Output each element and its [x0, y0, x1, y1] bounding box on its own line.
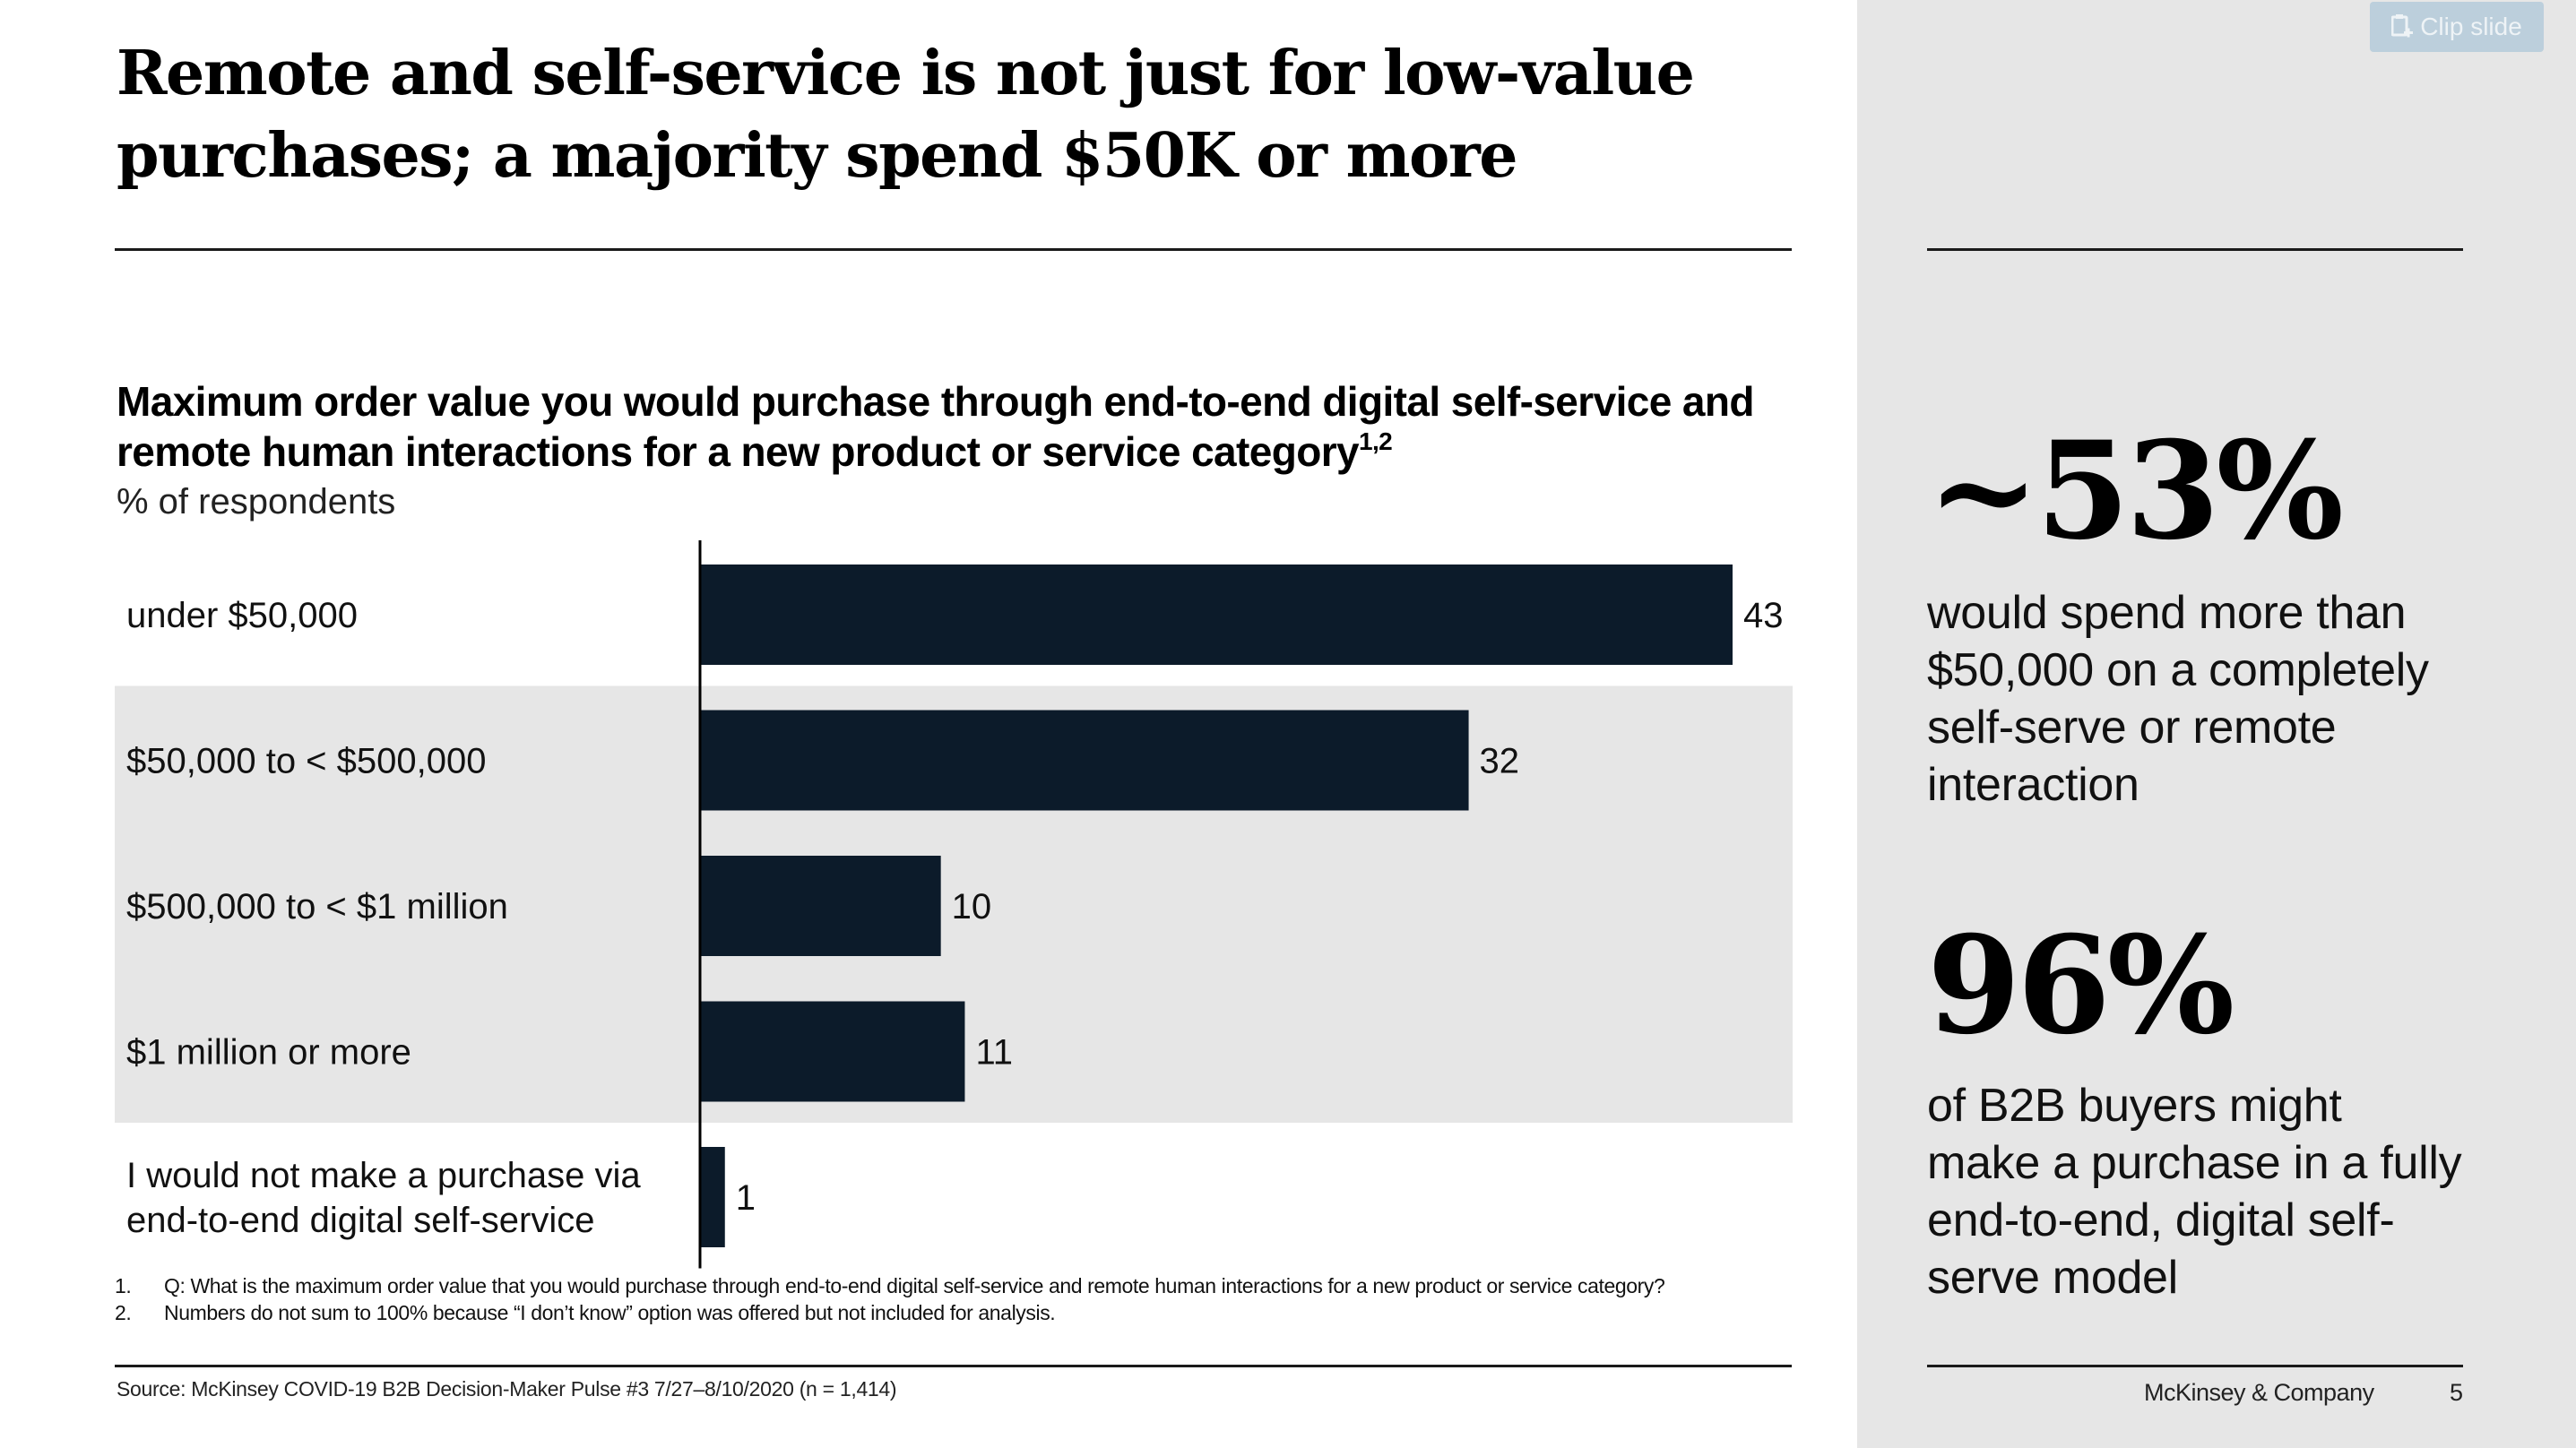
callout-text-2: of B2B buyers might make a purchase in a…: [1927, 1080, 2462, 1304]
category-label: under $50,000: [126, 596, 358, 635]
category-label: $50,000 to < $500,000: [126, 742, 486, 781]
footnote-text: Q: What is the maximum order value that …: [164, 1274, 1665, 1297]
bar: [701, 565, 1733, 665]
value-label: 43: [1743, 596, 1784, 635]
category-label: $1 million or more: [126, 1033, 411, 1073]
callout-text-1: would spend more than $50,000 on a compl…: [1927, 587, 2429, 811]
right-panel: [1857, 0, 2576, 1448]
bar-chart: 43 under $50,000 32 $50,000 to < $500,000 10…: [115, 540, 1793, 1269]
clip-slide-button[interactable]: Clip slide: [2370, 2, 2544, 52]
footnotes: 1. Q: What is the maximum order value th…: [115, 1272, 1800, 1326]
callout-number-1: ~53%: [1927, 412, 2344, 570]
source-note: Source: McKinsey COVID-19 B2B Decision-M…: [117, 1377, 897, 1401]
clipboard-plus-icon: [2390, 13, 2414, 40]
page-number: 5: [2450, 1379, 2464, 1406]
value-label: 32: [1480, 742, 1520, 781]
chart-title-text: Maximum order value you would purchase t…: [117, 378, 1754, 475]
value-label: 10: [952, 887, 992, 927]
footer-divider: [1927, 1365, 2463, 1367]
chart-unit-label: % of respondents: [117, 482, 396, 521]
value-label: 1: [736, 1178, 756, 1218]
footnote-text: Numbers do not sum to 100% because “I do…: [164, 1301, 1056, 1324]
category-label: $500,000 to < $1 million: [126, 887, 508, 927]
bar: [701, 710, 1469, 811]
bar: [701, 1147, 725, 1247]
title-divider: [115, 248, 1792, 251]
bar: [701, 1001, 965, 1102]
chart-title: Maximum order value you would purchase t…: [117, 376, 1820, 477]
footnote-number: 2.: [115, 1301, 132, 1324]
slide-title: Remote and self-service is not just for …: [117, 38, 1695, 192]
chart-title-footnote-ref: 1,2: [1359, 427, 1393, 455]
footnote-2: 2. Numbers do not sum to 100% because “I…: [115, 1299, 1800, 1326]
bar: [701, 856, 941, 956]
clip-slide-label: Clip slide: [2420, 13, 2522, 40]
footnote-divider: [115, 1365, 1792, 1367]
footnote-number: 1.: [115, 1274, 132, 1297]
callout-number-2: 96%: [1927, 907, 2235, 1064]
footer-brand: McKinsey & Company: [2144, 1379, 2374, 1406]
category-label: I would not make a purchase via end-to-en…: [126, 1156, 641, 1240]
sidebar-top-divider: [1927, 248, 2463, 251]
footnote-1: 1. Q: What is the maximum order value th…: [115, 1272, 1800, 1299]
value-label: 11: [975, 1033, 1013, 1073]
